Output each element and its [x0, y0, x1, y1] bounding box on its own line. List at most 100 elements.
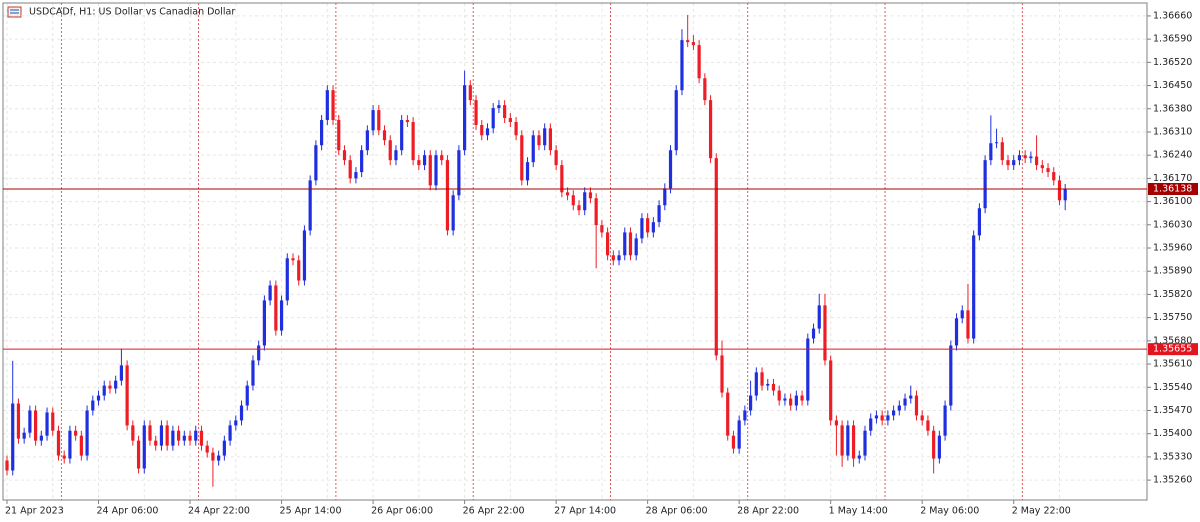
- candle-body: [440, 155, 444, 161]
- plot-frame: [2, 2, 1148, 501]
- candle-body: [405, 120, 409, 123]
- candle-body: [565, 192, 570, 196]
- x-tick-label: 28 Apr 22:00: [737, 506, 799, 517]
- candle-body: [468, 85, 472, 101]
- candle-body: [806, 338, 810, 401]
- x-tick-label: 26 Apr 22:00: [463, 506, 525, 517]
- x-tick-label: 21 Apr 2023: [5, 506, 64, 517]
- x-tick-label: 24 Apr 06:00: [97, 506, 159, 517]
- candle-body: [308, 180, 312, 231]
- candle-body: [102, 385, 106, 396]
- candle-body: [628, 232, 633, 256]
- candle-body: [1029, 156, 1033, 159]
- candle-body: [525, 162, 530, 181]
- candle-body: [680, 40, 684, 91]
- candle-body: [588, 192, 593, 199]
- candle-body: [880, 415, 884, 421]
- candle-body: [640, 218, 644, 239]
- y-tick-label: 1.35400: [1153, 428, 1192, 439]
- candle-body: [245, 385, 249, 406]
- y-tick-label: 1.36380: [1153, 103, 1192, 114]
- candle-body: [554, 150, 558, 166]
- candle-body: [983, 160, 987, 209]
- candle-body: [691, 42, 695, 46]
- candle-body: [417, 160, 421, 166]
- y-tick-label: 1.35750: [1153, 312, 1192, 323]
- candle-body: [657, 205, 661, 223]
- y-tick-label: 1.35960: [1153, 243, 1192, 254]
- candle-body: [949, 345, 953, 406]
- candle-body: [1057, 180, 1062, 201]
- y-tick-label: 1.36450: [1153, 80, 1192, 91]
- candle-body: [508, 118, 512, 123]
- y-tick-label: 1.35330: [1153, 451, 1192, 462]
- candle-body: [428, 155, 432, 186]
- candle-body: [543, 128, 547, 146]
- candle-body: [388, 140, 392, 161]
- candle-body: [1046, 168, 1050, 173]
- candle-body: [726, 392, 730, 436]
- candle-body: [737, 420, 741, 449]
- candle-body: [760, 372, 764, 386]
- y-tick-label: 1.36170: [1153, 173, 1192, 184]
- candle-body: [531, 135, 535, 163]
- candle-body: [485, 128, 490, 136]
- candle-body: [869, 418, 873, 431]
- candle-body: [674, 90, 678, 151]
- x-tick-label: 24 Apr 22:00: [188, 506, 250, 517]
- candle-body: [932, 430, 936, 459]
- y-tick-label: 1.35820: [1153, 289, 1192, 300]
- candle-body: [285, 258, 289, 301]
- candle-body: [463, 85, 467, 151]
- candle-body: [320, 120, 324, 146]
- price-label-box: [1148, 343, 1198, 356]
- candle-body: [1040, 165, 1044, 169]
- candle-body: [480, 125, 484, 136]
- candle-body: [217, 455, 221, 461]
- candle-body: [834, 420, 838, 426]
- candle-body: [394, 150, 398, 161]
- candle-body: [491, 108, 495, 129]
- candle-body: [846, 425, 850, 456]
- x-tick-label: 2 May 06:00: [920, 506, 979, 517]
- candle-body: [5, 460, 9, 471]
- candle-body: [108, 385, 112, 389]
- candle-body: [771, 383, 776, 391]
- candle-body: [62, 455, 66, 459]
- candle-body: [994, 142, 999, 144]
- candle-body: [16, 403, 21, 439]
- candle-body: [131, 425, 135, 441]
- candle-body: [354, 172, 358, 179]
- candle-body: [766, 383, 770, 386]
- candle-body: [371, 110, 375, 131]
- candle-body: [114, 380, 118, 389]
- y-tick-label: 1.35470: [1153, 405, 1192, 416]
- candle-body: [154, 440, 158, 446]
- candle-body: [697, 45, 701, 79]
- candle-body: [28, 410, 32, 433]
- candle-body: [503, 105, 507, 119]
- candle-body: [274, 285, 278, 331]
- candle-body: [34, 410, 38, 441]
- candle-body: [85, 410, 89, 456]
- candle-body: [571, 195, 575, 206]
- candle-body: [262, 300, 266, 346]
- candle-body: [365, 130, 369, 151]
- y-tick-label: 1.36100: [1153, 196, 1192, 207]
- y-tick-label: 1.36660: [1153, 10, 1192, 21]
- candle-body: [714, 158, 718, 356]
- candle-body: [651, 222, 655, 233]
- candle-body: [148, 425, 152, 441]
- candle-body: [937, 435, 941, 459]
- candle-body: [11, 403, 15, 471]
- x-tick-label: 2 May 22:00: [1012, 506, 1071, 517]
- candle-body: [257, 345, 261, 361]
- y-tick-label: 1.36030: [1153, 219, 1192, 230]
- icon-frame: [7, 6, 22, 18]
- candle-body: [268, 285, 272, 301]
- candle-body: [611, 255, 615, 261]
- candle-body: [348, 160, 352, 179]
- candle-body: [314, 145, 318, 181]
